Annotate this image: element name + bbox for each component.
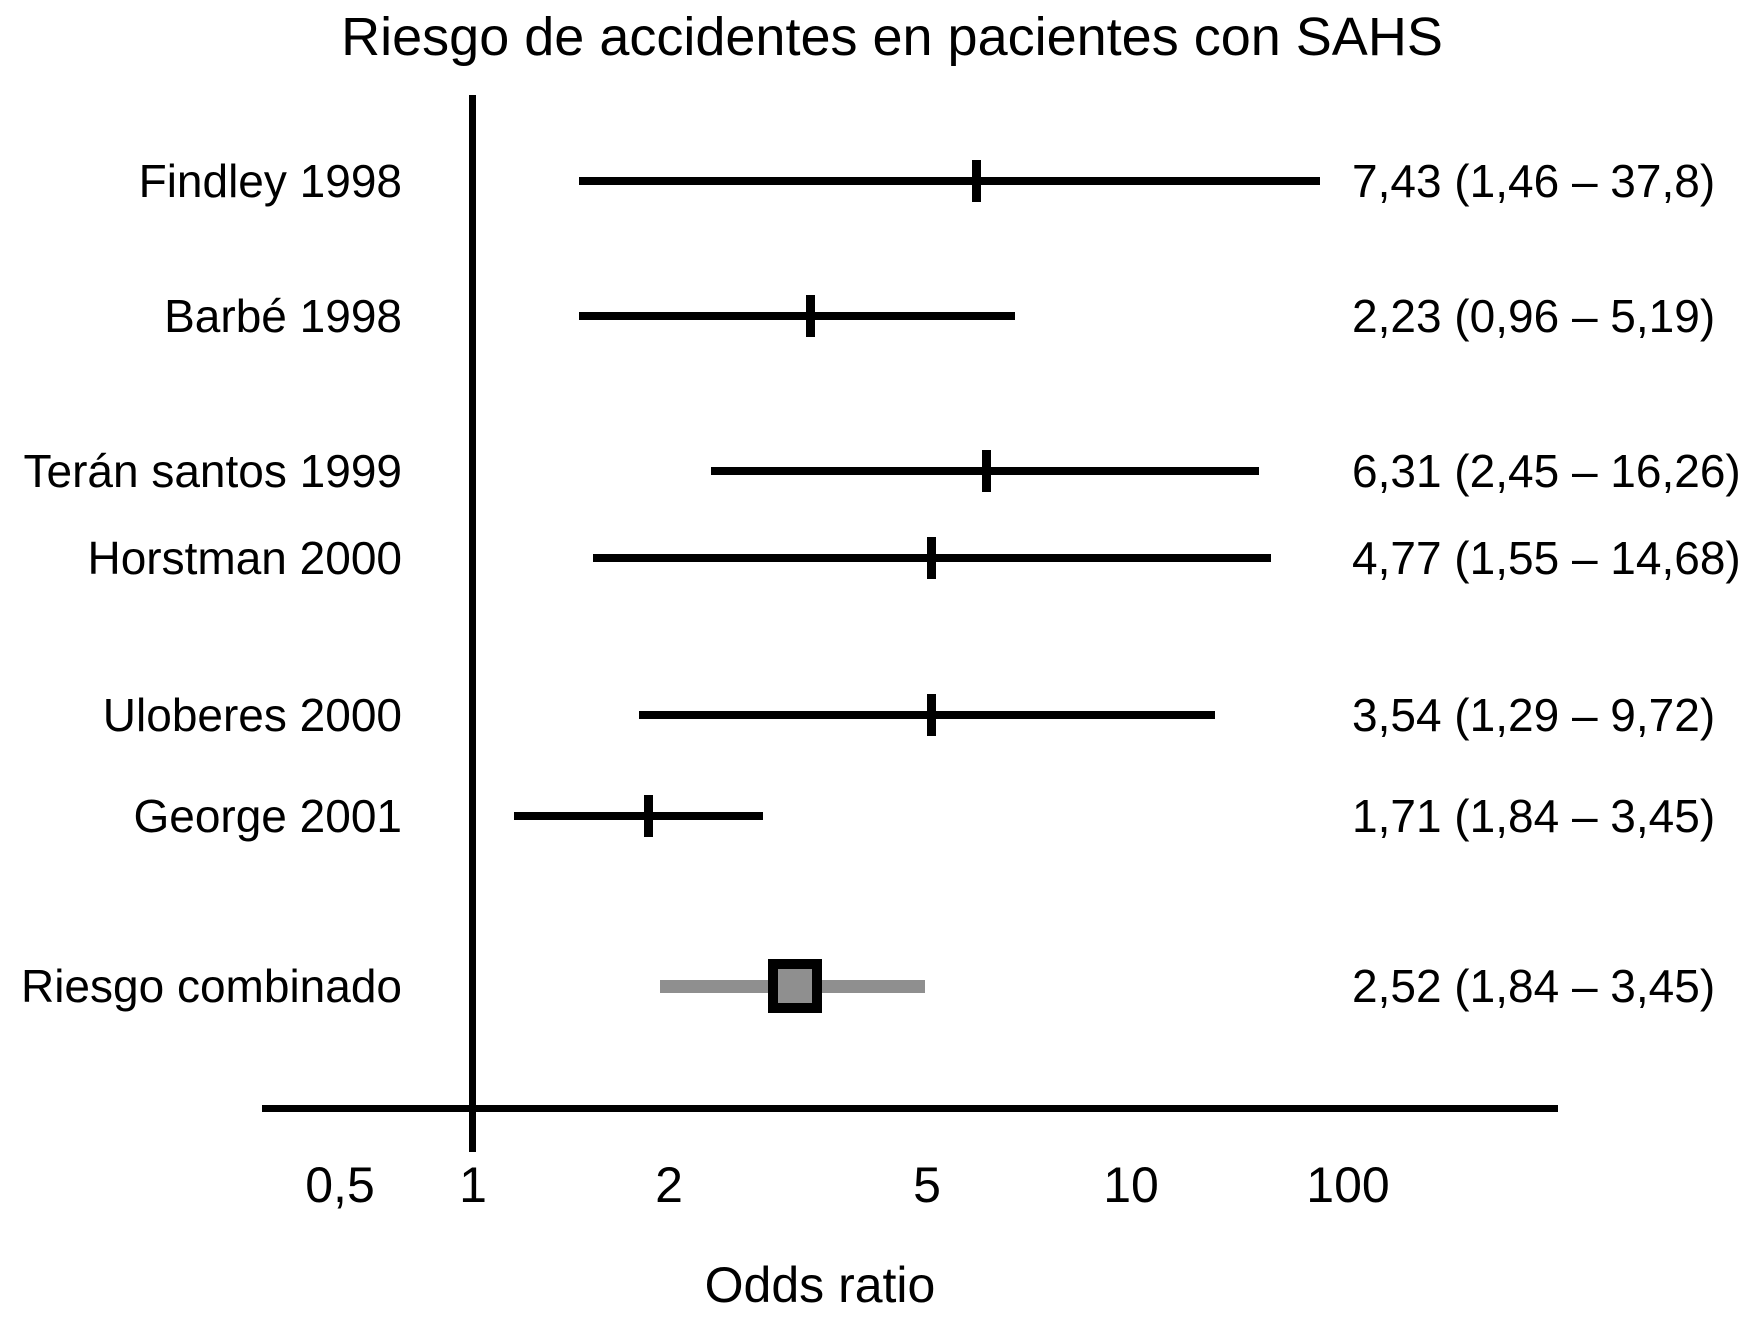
point-estimate-tick [972,160,981,202]
ci-line [514,812,763,820]
study-label: George 2001 [133,790,402,842]
study-label: Barbé 1998 [164,290,402,342]
point-estimate-tick [927,537,936,579]
point-estimate-tick [982,450,991,492]
study-value: 6,31 (2,45 – 16,26) [1352,445,1741,497]
study-value: 7,43 (1,46 – 37,8) [1352,155,1716,207]
x-tick-label: 1 [459,1157,487,1213]
point-estimate-tick [927,694,936,736]
study-value: 2,52 (1,84 – 3,45) [1352,960,1716,1012]
study-label: Horstman 2000 [87,532,403,584]
ci-line [579,177,1320,185]
ci-line [579,312,1015,320]
x-axis-title: Odds ratio [704,1257,936,1313]
reference-line-or-1 [469,95,476,1152]
x-tick-label: 5 [913,1157,941,1213]
x-axis-line [262,1105,1558,1112]
study-label: Uloberes 2000 [102,689,402,741]
point-estimate-tick [644,795,653,837]
x-tick-label: 2 [655,1157,683,1213]
study-value: 1,71 (1,84 – 3,45) [1352,790,1716,842]
point-estimate-tick [806,295,815,337]
study-value: 3,54 (1,29 – 9,72) [1352,689,1716,741]
study-label: Terán santos 1999 [23,445,403,497]
study-value: 4,77 (1,55 – 14,68) [1352,532,1741,584]
combined-estimate-square [768,959,822,1013]
study-value: 2,23 (0,96 – 5,19) [1352,290,1716,342]
x-tick-label: 100 [1306,1157,1390,1213]
x-tick-label: 0,5 [305,1157,375,1213]
study-label: Findley 1998 [138,155,402,207]
chart-title: Riesgo de accidentes en pacientes con SA… [341,7,1443,67]
study-label: Riesgo combinado [20,960,402,1012]
x-tick-label: 10 [1103,1157,1159,1213]
